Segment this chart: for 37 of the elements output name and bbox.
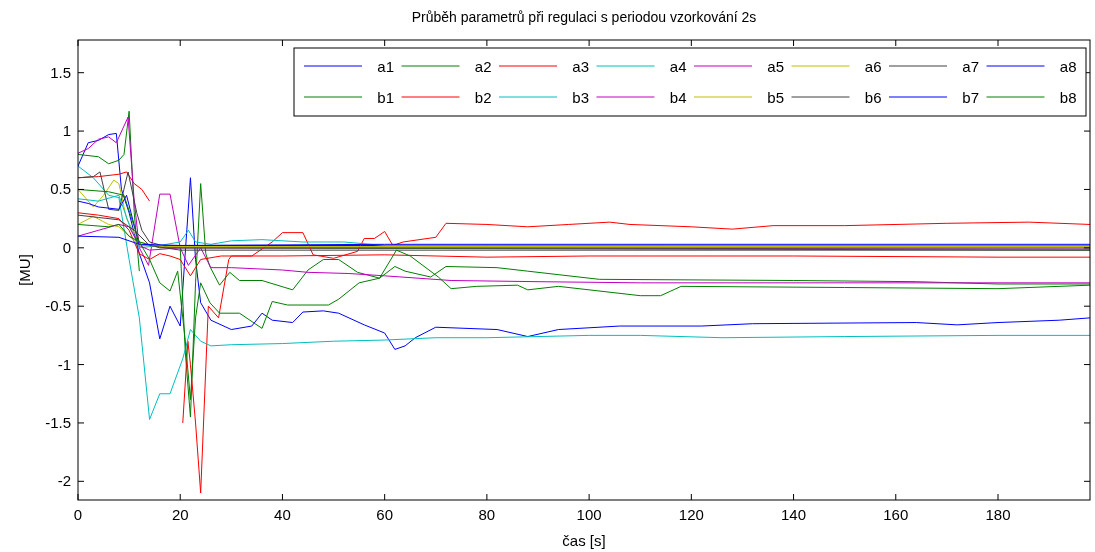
legend-label: a4 bbox=[669, 58, 687, 75]
x-axis-title: čas [s] bbox=[562, 532, 606, 549]
legend-label: a2 bbox=[474, 58, 492, 75]
x-tick-label: 180 bbox=[985, 506, 1011, 523]
x-tick-label: 160 bbox=[883, 506, 909, 523]
legend-label: b5 bbox=[767, 89, 784, 106]
legend-label: b7 bbox=[962, 89, 979, 106]
y-tick-label: -2 bbox=[57, 472, 71, 490]
y-tick-label: 1 bbox=[62, 122, 71, 140]
chart-title: Průběh parametrů při regulaci s periodou vzorkování 2s bbox=[411, 9, 757, 25]
y-tick-label: 1.5 bbox=[50, 63, 71, 81]
y-tick-label: -1 bbox=[57, 355, 71, 373]
legend-label: b4 bbox=[669, 89, 687, 106]
x-tick-label: 140 bbox=[781, 506, 807, 523]
y-tick-label: -0.5 bbox=[45, 297, 71, 315]
legend-label: b8 bbox=[1059, 89, 1077, 106]
x-tick-label: 60 bbox=[376, 506, 394, 523]
legend-label: a8 bbox=[1059, 58, 1077, 75]
y-tick-label: 0.5 bbox=[50, 180, 71, 198]
legend-label: a6 bbox=[864, 58, 882, 75]
y-tick-label: 0 bbox=[62, 238, 71, 256]
legend-label: b2 bbox=[474, 89, 492, 106]
legend-label: b1 bbox=[377, 89, 394, 106]
x-tick-label: 40 bbox=[274, 506, 291, 523]
x-tick-label: 100 bbox=[576, 506, 602, 523]
y-tick-label: -1.5 bbox=[45, 413, 71, 431]
legend-label: a7 bbox=[962, 58, 979, 75]
x-tick-label: 0 bbox=[73, 506, 83, 523]
legend-label: a5 bbox=[767, 58, 784, 75]
legend-label: b3 bbox=[572, 89, 589, 106]
y-axis-title: [MU] bbox=[16, 254, 33, 286]
x-tick-label: 120 bbox=[678, 506, 704, 523]
legend-label: a1 bbox=[377, 58, 394, 75]
x-tick-label: 20 bbox=[171, 506, 189, 523]
legend-label: b6 bbox=[864, 89, 882, 106]
legend-label: a3 bbox=[572, 58, 589, 75]
x-tick-label: 80 bbox=[478, 506, 496, 523]
